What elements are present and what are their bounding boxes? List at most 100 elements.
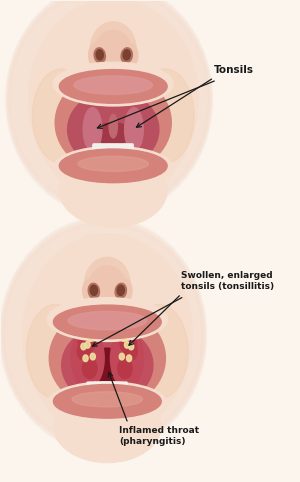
Ellipse shape bbox=[62, 326, 153, 404]
Ellipse shape bbox=[112, 279, 132, 307]
Ellipse shape bbox=[78, 156, 148, 172]
FancyBboxPatch shape bbox=[103, 382, 112, 395]
Ellipse shape bbox=[130, 305, 188, 399]
Ellipse shape bbox=[10, 0, 208, 210]
Ellipse shape bbox=[136, 69, 194, 163]
FancyBboxPatch shape bbox=[93, 79, 102, 97]
Ellipse shape bbox=[2, 220, 205, 449]
Ellipse shape bbox=[7, 0, 212, 215]
Ellipse shape bbox=[94, 48, 105, 63]
Ellipse shape bbox=[22, 234, 192, 436]
Text: Swollen, enlarged
tonsils (tonsillitis): Swollen, enlarged tonsils (tonsillitis) bbox=[182, 271, 274, 292]
Ellipse shape bbox=[3, 222, 204, 447]
Ellipse shape bbox=[53, 388, 161, 463]
FancyBboxPatch shape bbox=[95, 382, 103, 395]
FancyBboxPatch shape bbox=[85, 79, 94, 97]
Ellipse shape bbox=[10, 0, 208, 209]
Ellipse shape bbox=[9, 0, 209, 211]
Ellipse shape bbox=[118, 358, 132, 378]
Ellipse shape bbox=[89, 266, 126, 309]
Ellipse shape bbox=[32, 69, 90, 163]
Ellipse shape bbox=[47, 298, 167, 341]
Ellipse shape bbox=[0, 218, 206, 452]
Ellipse shape bbox=[61, 160, 165, 214]
Ellipse shape bbox=[82, 358, 97, 378]
Ellipse shape bbox=[59, 69, 167, 103]
Ellipse shape bbox=[127, 355, 132, 362]
Ellipse shape bbox=[83, 355, 88, 362]
FancyBboxPatch shape bbox=[79, 315, 88, 333]
FancyBboxPatch shape bbox=[101, 79, 110, 97]
FancyBboxPatch shape bbox=[118, 382, 127, 395]
Ellipse shape bbox=[6, 0, 212, 216]
Ellipse shape bbox=[68, 311, 147, 330]
Ellipse shape bbox=[59, 149, 167, 183]
Ellipse shape bbox=[88, 43, 109, 71]
Ellipse shape bbox=[87, 348, 128, 388]
Ellipse shape bbox=[85, 341, 90, 348]
Ellipse shape bbox=[90, 353, 95, 360]
Ellipse shape bbox=[117, 285, 124, 295]
Ellipse shape bbox=[77, 343, 90, 360]
Ellipse shape bbox=[83, 279, 103, 307]
Ellipse shape bbox=[8, 0, 210, 213]
Ellipse shape bbox=[49, 308, 165, 409]
FancyBboxPatch shape bbox=[111, 315, 119, 333]
Ellipse shape bbox=[115, 283, 126, 299]
FancyBboxPatch shape bbox=[126, 315, 135, 333]
Ellipse shape bbox=[68, 91, 159, 168]
Ellipse shape bbox=[72, 392, 142, 407]
Ellipse shape bbox=[125, 343, 137, 360]
FancyBboxPatch shape bbox=[95, 315, 103, 333]
Ellipse shape bbox=[55, 72, 171, 173]
Ellipse shape bbox=[90, 285, 98, 295]
Ellipse shape bbox=[53, 385, 161, 418]
FancyBboxPatch shape bbox=[116, 144, 125, 160]
Ellipse shape bbox=[81, 343, 86, 350]
Ellipse shape bbox=[4, 225, 202, 445]
FancyBboxPatch shape bbox=[116, 79, 125, 97]
Ellipse shape bbox=[53, 305, 161, 339]
FancyBboxPatch shape bbox=[109, 79, 117, 97]
FancyBboxPatch shape bbox=[111, 382, 119, 395]
Ellipse shape bbox=[118, 43, 138, 71]
Ellipse shape bbox=[124, 107, 143, 151]
Ellipse shape bbox=[78, 330, 95, 353]
Ellipse shape bbox=[56, 395, 159, 449]
Ellipse shape bbox=[26, 305, 85, 399]
Ellipse shape bbox=[119, 353, 124, 360]
Ellipse shape bbox=[2, 221, 204, 448]
Ellipse shape bbox=[5, 0, 213, 217]
Ellipse shape bbox=[121, 335, 127, 341]
Ellipse shape bbox=[1, 219, 205, 450]
Ellipse shape bbox=[109, 114, 117, 138]
Ellipse shape bbox=[7, 0, 211, 214]
FancyBboxPatch shape bbox=[124, 144, 133, 160]
Ellipse shape bbox=[121, 48, 132, 63]
Ellipse shape bbox=[53, 147, 173, 190]
Ellipse shape bbox=[28, 0, 198, 200]
Ellipse shape bbox=[8, 0, 210, 212]
FancyBboxPatch shape bbox=[118, 315, 127, 333]
Ellipse shape bbox=[120, 330, 136, 353]
Ellipse shape bbox=[53, 62, 173, 106]
FancyBboxPatch shape bbox=[93, 144, 102, 160]
Ellipse shape bbox=[3, 223, 203, 447]
Ellipse shape bbox=[47, 382, 167, 426]
FancyBboxPatch shape bbox=[87, 382, 96, 395]
Ellipse shape bbox=[83, 107, 102, 151]
FancyBboxPatch shape bbox=[109, 144, 117, 160]
Ellipse shape bbox=[88, 335, 93, 341]
Ellipse shape bbox=[74, 76, 153, 94]
Ellipse shape bbox=[110, 328, 144, 388]
FancyBboxPatch shape bbox=[132, 79, 141, 97]
Ellipse shape bbox=[4, 224, 203, 446]
FancyBboxPatch shape bbox=[103, 315, 112, 333]
Ellipse shape bbox=[88, 283, 100, 299]
FancyBboxPatch shape bbox=[87, 315, 96, 333]
Ellipse shape bbox=[129, 343, 134, 350]
Ellipse shape bbox=[124, 341, 130, 348]
Ellipse shape bbox=[0, 217, 207, 453]
Ellipse shape bbox=[123, 50, 130, 60]
Ellipse shape bbox=[94, 30, 132, 74]
